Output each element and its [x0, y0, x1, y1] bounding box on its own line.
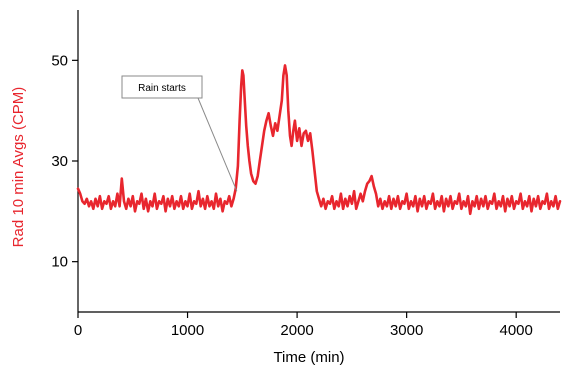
y-tick-label: 10: [51, 254, 68, 271]
y-tick-label: 50: [51, 52, 68, 69]
x-tick-label: 1000: [171, 322, 204, 339]
series-layer: [76, 64, 562, 216]
annotation-text: Rain starts: [138, 83, 186, 94]
annotation-box: [121, 75, 203, 99]
x-tick-label: 4000: [499, 322, 532, 339]
x-tick-label: 3000: [390, 322, 423, 339]
y-axis-label: Rad 10 min Avgs (CPM): [10, 87, 27, 248]
axes: 10 30 50 0 1000 2000 3000 4000: [51, 10, 560, 339]
annotation-layer: Rain starts: [121, 75, 238, 192]
series-line-0: [76, 64, 562, 216]
y-tick-label: 30: [51, 153, 68, 170]
x-axis-label: Time (min): [273, 349, 344, 366]
x-tick-label: 0: [74, 322, 82, 339]
annotation-leader-line: [197, 97, 238, 192]
x-tick-label: 2000: [280, 322, 313, 339]
